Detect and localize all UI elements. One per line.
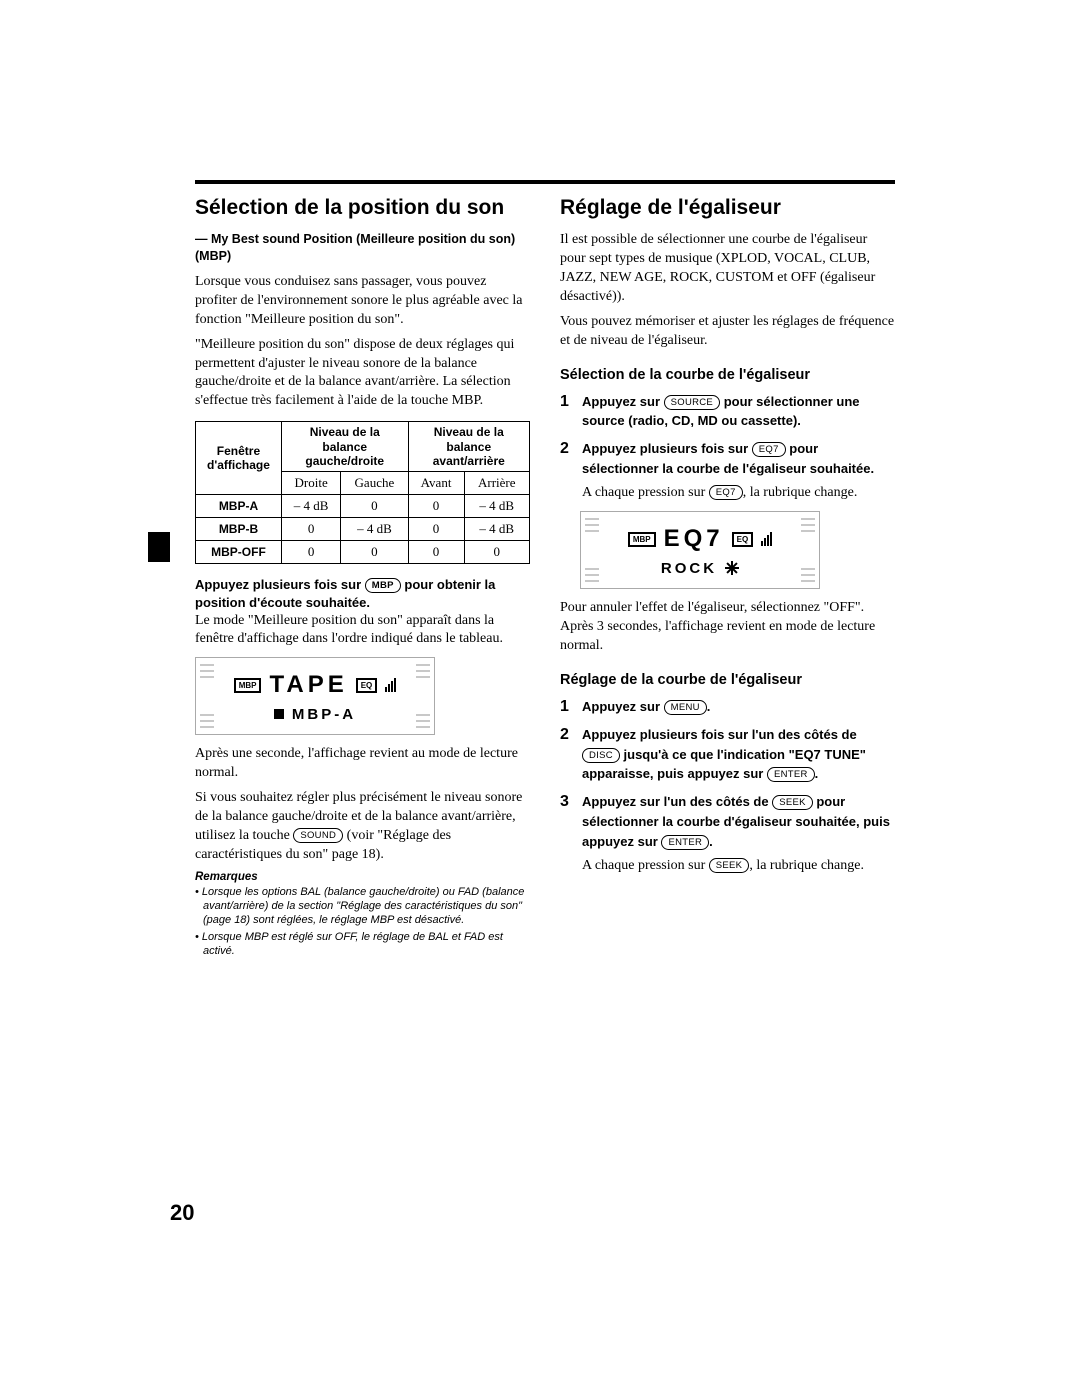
cell: – 4 dB [464, 495, 529, 518]
lcd-eq-icon: EQ [356, 678, 378, 693]
r3-after-b: , la rubrique change. [749, 858, 864, 873]
r2a: Appuyez plusieurs fois sur l'un des côté… [582, 727, 857, 742]
table-row: MBP-OFF 0 0 0 0 [196, 541, 530, 564]
left-p5: Si vous souhaitez régler plus précisémen… [195, 789, 530, 865]
rstep-3: 3 Appuyez sur l'un des côtés de SEEK pou… [560, 793, 895, 876]
cell: – 4 dB [341, 518, 408, 541]
lcd-big-text: TAPE [269, 671, 347, 699]
lcd-display-left: MBP TAPE EQ MBP-A [195, 657, 435, 735]
sound-button-icon: SOUND [293, 828, 343, 843]
cell: 0 [464, 541, 529, 564]
th-lr: Niveau de la balance gauche/droite [281, 422, 408, 472]
r3c: . [709, 834, 713, 849]
enter-button-icon: ENTER [767, 767, 815, 782]
table-row: MBP-B 0 – 4 dB 0 – 4 dB [196, 518, 530, 541]
disc-button-icon: DISC [582, 748, 620, 763]
r2b: jusqu'à ce que l'indication "EQ7 TUNE" a… [582, 747, 866, 782]
r1a: Appuyez sur [582, 699, 664, 714]
rstep-1: 1 Appuyez sur MENU. [560, 698, 895, 718]
page-content: Sélection de la position du son — My Bes… [195, 195, 895, 958]
cell: – 4 dB [464, 518, 529, 541]
right-after-lcd: Pour annuler l'effet de l'égaliseur, sél… [560, 599, 895, 656]
press-a: Appuyez plusieurs fois sur [195, 577, 365, 592]
step-num: 3 [560, 793, 574, 876]
r2c: . [815, 766, 819, 781]
lcd-small-text: ROCK [661, 560, 717, 577]
left-title: Sélection de la position du son [195, 195, 530, 221]
r1b: . [707, 699, 711, 714]
remark-1: • Lorsque les options BAL (balance gauch… [195, 885, 530, 928]
cell: 0 [341, 541, 408, 564]
lcd-eq-icon: EQ [732, 532, 754, 547]
step-num: 2 [560, 440, 574, 503]
h-reglage: Réglage de la courbe de l'égaliseur [560, 672, 895, 688]
bars-icon [385, 678, 396, 692]
eq7-button-icon: EQ7 [752, 442, 786, 457]
top-rule [195, 180, 895, 184]
s2-after-b: , la rubrique change. [743, 485, 858, 500]
left-p2: "Meilleure position du son" dispose de d… [195, 336, 530, 412]
press-instruction: Appuyez plusieurs fois sur MBP pour obte… [195, 576, 530, 611]
lcd-small-text: MBP-A [292, 706, 356, 723]
left-subtitle: — My Best sound Position (Meilleure posi… [195, 231, 530, 265]
cell: 0 [408, 495, 464, 518]
lcd-big-text: EQ7 [664, 525, 724, 553]
source-button-icon: SOURCE [664, 395, 720, 410]
right-p2: Vous pouvez mémoriser et ajuster les rég… [560, 313, 895, 351]
step-1: 1 Appuyez sur SOURCE pour sélectionner u… [560, 393, 895, 433]
h-selection: Sélection de la courbe de l'égaliseur [560, 367, 895, 383]
r3a: Appuyez sur l'un des côtés de [582, 794, 772, 809]
row-mbpa: MBP-A [196, 495, 282, 518]
table-row: MBP-A – 4 dB 0 0 – 4 dB [196, 495, 530, 518]
th-fr: Niveau de la balance avant/arrière [408, 422, 529, 472]
cell: 0 [408, 518, 464, 541]
step-num: 2 [560, 726, 574, 786]
cell: 0 [281, 518, 340, 541]
sub-gauche: Gauche [341, 472, 408, 495]
s1a: Appuyez sur [582, 394, 664, 409]
sub-avant: Avant [408, 472, 464, 495]
left-p3: Le mode "Meilleure position du son" appa… [195, 612, 530, 650]
row-mbpb: MBP-B [196, 518, 282, 541]
mbp-button-icon: MBP [365, 578, 401, 593]
step-2: 2 Appuyez plusieurs fois sur EQ7 pour sé… [560, 440, 895, 503]
sub-arriere: Arrière [464, 472, 529, 495]
left-p4: Après une seconde, l'affichage revient a… [195, 745, 530, 783]
sub-droite: Droite [281, 472, 340, 495]
right-p1: Il est possible de sélectionner une cour… [560, 231, 895, 307]
lcd-mbp-icon: MBP [234, 678, 262, 693]
side-tab [148, 532, 170, 562]
snowflake-icon [725, 561, 739, 575]
r3-after-a: A chaque pression sur [582, 858, 709, 873]
cell: 0 [341, 495, 408, 518]
s2a: Appuyez plusieurs fois sur [582, 441, 752, 456]
lcd-display-right: MBP EQ7 EQ ROCK [580, 511, 820, 589]
cell: 0 [408, 541, 464, 564]
seek-button-icon: SEEK [772, 795, 813, 810]
enter-button-icon: ENTER [661, 835, 709, 850]
step-num: 1 [560, 393, 574, 433]
eq7-button-icon: EQ7 [709, 485, 743, 500]
right-column: Réglage de l'égaliseur Il est possible d… [560, 195, 895, 958]
remark-2: • Lorsque MBP est réglé sur OFF, le régl… [195, 930, 530, 959]
left-column: Sélection de la position du son — My Bes… [195, 195, 530, 958]
cell: – 4 dB [281, 495, 340, 518]
cell: 0 [281, 541, 340, 564]
mbp-table: Fenêtre d'affichage Niveau de la balance… [195, 421, 530, 564]
bars-icon [761, 532, 772, 546]
page-number: 20 [170, 1200, 194, 1226]
lcd-mbp-icon: MBP [628, 532, 656, 547]
th-window: Fenêtre d'affichage [196, 422, 282, 495]
row-mbpoff: MBP-OFF [196, 541, 282, 564]
seek-button-icon: SEEK [709, 858, 750, 873]
right-title: Réglage de l'égaliseur [560, 195, 895, 221]
rstep-2: 2 Appuyez plusieurs fois sur l'un des cô… [560, 726, 895, 786]
remarks-title: Remarques [195, 871, 530, 883]
left-p1: Lorsque vous conduisez sans passager, vo… [195, 273, 530, 330]
dot-icon [274, 709, 284, 719]
step-num: 1 [560, 698, 574, 718]
s2-after-a: A chaque pression sur [582, 485, 709, 500]
menu-button-icon: MENU [664, 700, 707, 715]
